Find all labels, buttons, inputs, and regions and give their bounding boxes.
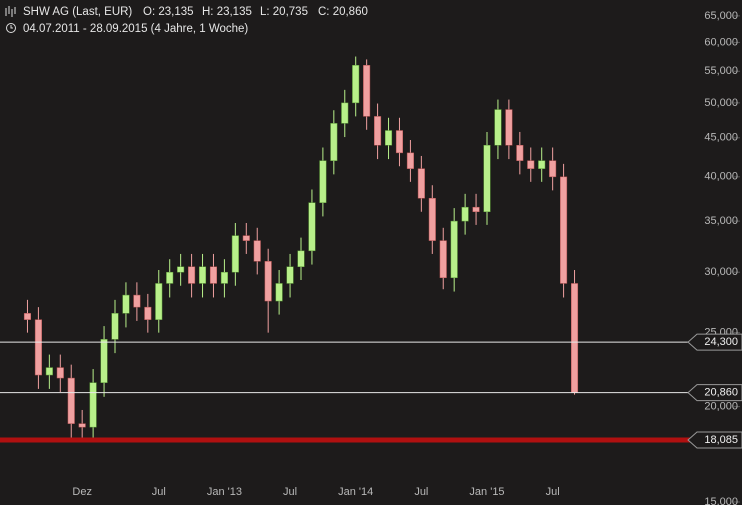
level-tag	[687, 333, 742, 351]
x-tick-label: Jan '13	[207, 486, 242, 498]
candle-body	[23, 313, 32, 320]
candle-body	[188, 266, 196, 284]
x-tick-label: Jul	[546, 486, 560, 498]
candle-body	[100, 339, 108, 383]
level-tag	[687, 384, 742, 402]
candle-body	[264, 261, 272, 302]
y-tick-label: 65,000	[704, 10, 738, 22]
x-tick-label: Jan '14	[338, 486, 373, 498]
candle-body	[505, 109, 513, 146]
candle-body	[67, 377, 75, 424]
y-tick-label: 15,000	[704, 496, 738, 505]
candle-body	[461, 206, 469, 222]
level-tag	[687, 431, 742, 449]
candle-body	[209, 266, 218, 284]
candle-body	[527, 160, 535, 169]
candle-body	[297, 250, 305, 267]
chart-title: SHW AG (Last, EUR)	[23, 6, 132, 18]
x-tick-label: Jan '15	[469, 486, 504, 498]
candle-body	[395, 130, 404, 154]
candle-body	[363, 65, 371, 117]
candle-body	[198, 266, 207, 284]
candle-body	[472, 206, 480, 213]
candle-body	[111, 313, 119, 340]
header-icon	[5, 6, 16, 33]
candle-body	[319, 160, 327, 203]
candle-body	[155, 283, 163, 320]
x-tick-label: Jul	[414, 486, 428, 498]
header-open: O: 23,135	[143, 6, 194, 18]
y-tick-label: 45,000	[704, 132, 738, 144]
chart-subtitle: 04.07.2011 - 28.09.2015 (4 Jahre, 1 Woch…	[23, 23, 248, 35]
candle-body	[570, 283, 579, 393]
candle-body	[242, 235, 250, 241]
candle-body	[308, 202, 316, 252]
candle-body	[122, 294, 130, 314]
candle-body	[56, 367, 64, 379]
candle-body	[494, 109, 502, 146]
candle-body	[177, 266, 185, 273]
candle-body	[483, 144, 491, 213]
candle-body	[341, 102, 349, 124]
header-low: L: 20,735	[260, 6, 308, 18]
candle-body	[538, 160, 546, 169]
candle-body	[560, 176, 568, 284]
candle-body	[45, 367, 53, 376]
level-label: 24,300	[704, 336, 738, 348]
y-tick-label: 20,000	[704, 401, 738, 413]
level-label: 18,085	[704, 434, 738, 446]
candle-body	[133, 294, 141, 308]
candle-body	[144, 306, 152, 320]
candle-body	[549, 160, 557, 178]
y-tick-label: 55,000	[704, 65, 738, 77]
x-tick-label: Dez	[72, 486, 92, 498]
candle-body	[417, 168, 425, 199]
candle-body	[231, 235, 239, 273]
candle-body	[352, 65, 360, 104]
x-tick-label: Jul	[152, 486, 166, 498]
candle-body	[384, 130, 393, 146]
candle-body	[166, 271, 174, 284]
level-label: 20,860	[704, 387, 738, 399]
candle-body	[220, 271, 228, 284]
x-tick-label: Jul	[283, 486, 297, 498]
header-close: C: 20,860	[318, 6, 368, 18]
candle-body	[428, 197, 436, 241]
candle-body	[275, 283, 283, 302]
candle-body	[439, 240, 447, 279]
y-tick-label: 50,000	[704, 97, 738, 109]
y-tick-label: 60,000	[704, 36, 738, 48]
candle-body	[406, 152, 414, 169]
candle-body	[253, 240, 261, 262]
candle-body	[516, 144, 524, 161]
y-tick-label: 35,000	[704, 215, 738, 227]
candle-body	[374, 116, 382, 146]
header-high: H: 23,135	[202, 6, 252, 18]
candle-body	[286, 266, 294, 284]
y-tick-label: 30,000	[704, 266, 738, 278]
candle-body	[89, 382, 97, 428]
candle-body	[34, 319, 42, 376]
candle-body	[330, 123, 338, 161]
candle-body	[450, 220, 458, 279]
y-tick-label: 40,000	[704, 171, 738, 183]
candle-body	[78, 423, 86, 428]
